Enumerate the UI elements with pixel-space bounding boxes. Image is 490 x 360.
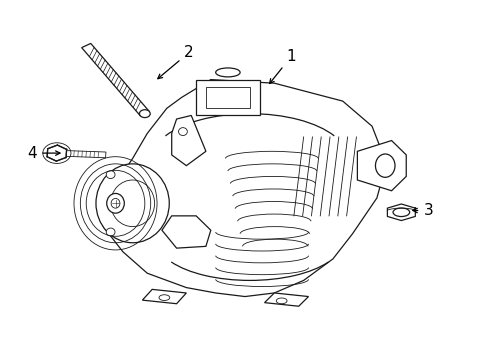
- Polygon shape: [103, 80, 382, 297]
- Ellipse shape: [96, 164, 169, 243]
- Ellipse shape: [375, 154, 395, 177]
- Polygon shape: [57, 150, 106, 158]
- FancyBboxPatch shape: [196, 80, 260, 116]
- Text: 4: 4: [27, 145, 60, 161]
- Polygon shape: [82, 44, 149, 116]
- Polygon shape: [172, 116, 206, 166]
- Ellipse shape: [107, 193, 124, 213]
- Ellipse shape: [178, 128, 187, 135]
- Polygon shape: [265, 293, 309, 306]
- Polygon shape: [357, 140, 406, 191]
- Ellipse shape: [106, 171, 115, 179]
- Ellipse shape: [159, 295, 170, 301]
- Circle shape: [140, 110, 150, 118]
- Text: 1: 1: [270, 49, 296, 84]
- Ellipse shape: [106, 228, 115, 236]
- Ellipse shape: [111, 198, 120, 208]
- Ellipse shape: [276, 298, 287, 304]
- Text: 3: 3: [413, 203, 433, 218]
- Polygon shape: [162, 216, 211, 248]
- Polygon shape: [388, 204, 416, 221]
- Text: 2: 2: [158, 45, 194, 79]
- Polygon shape: [47, 145, 67, 161]
- Ellipse shape: [216, 68, 240, 77]
- Polygon shape: [143, 289, 186, 304]
